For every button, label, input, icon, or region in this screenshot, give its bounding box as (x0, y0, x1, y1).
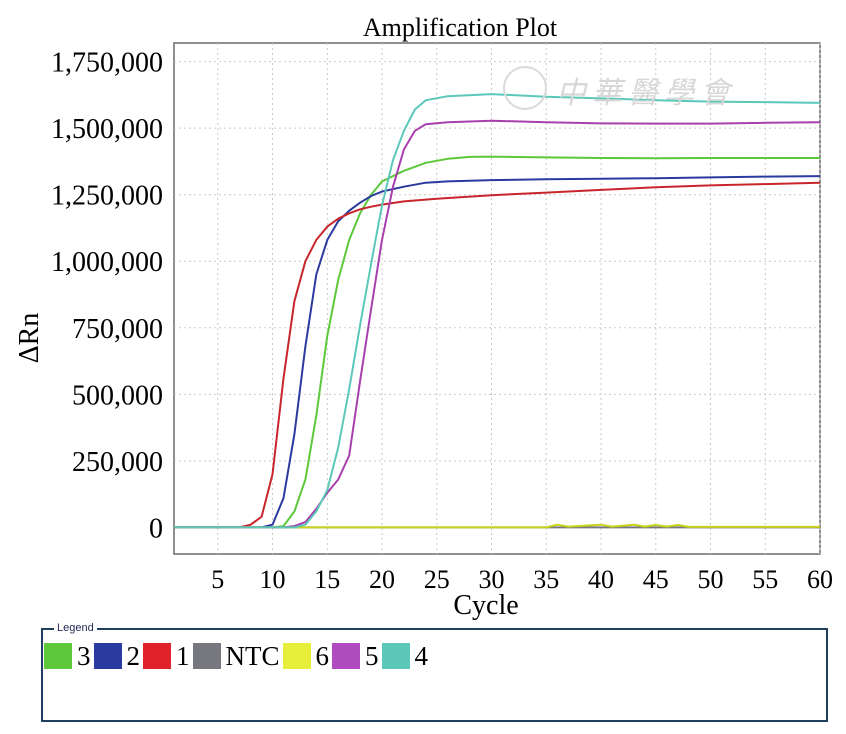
y-tick-labels: 0 250,000 500,000 750,000 1,000,000 1,250,000… (51, 48, 163, 545)
x-tick-label: 55 (752, 565, 778, 594)
series-line-3 (174, 155, 820, 529)
series-line-5 (174, 119, 821, 529)
legend-swatch (143, 643, 171, 669)
legend-swatch (93, 643, 122, 669)
legend-item-2: 2 (93, 641, 141, 671)
legend-label: 5 (365, 641, 379, 671)
x-tick-label: 50 (698, 565, 724, 594)
y-tick-label: 1,250,000 (51, 181, 163, 212)
y-tick-label: 250,000 (72, 447, 163, 478)
y-tick-label: 1,500,000 (51, 114, 163, 145)
chart-title: Amplification Plot (363, 13, 558, 42)
x-tick-label: 40 (588, 565, 614, 594)
y-axis-label: ΔRn (14, 313, 45, 364)
legend-swatch (192, 643, 221, 669)
x-axis-label: Cycle (453, 590, 518, 621)
watermark: 中華醫學會 (556, 76, 736, 111)
y-tick-label: 0 (149, 513, 163, 544)
legend-label: NTC (225, 641, 280, 671)
legend-box (41, 628, 828, 722)
x-tick-label: 45 (643, 565, 669, 594)
legend-item-ntc: NTC (192, 641, 280, 671)
x-tick-label: 10 (260, 565, 286, 594)
x-tick-labels: 5 10 15 20 25 30 35 40 45 50 55 60 (211, 565, 833, 594)
x-tick-label: 60 (807, 565, 833, 594)
legend-caption: Legend (54, 621, 97, 635)
plot-background (173, 42, 821, 555)
series-line-6 (174, 523, 820, 529)
legend-swatch (282, 643, 311, 669)
legend-item-5: 5 (332, 642, 379, 670)
legend-swatch (381, 643, 410, 669)
y-tick-label: 750,000 (72, 314, 163, 345)
x-tick-label: 30 (479, 565, 505, 594)
legend-label: 3 (77, 641, 91, 671)
legend-item-3: 3 (44, 642, 91, 670)
series-lines (174, 93, 821, 529)
y-tick-label: 1,750,000 (51, 48, 163, 79)
x-tick-label: 25 (424, 565, 450, 594)
y-tick-label: 500,000 (72, 380, 163, 411)
legend-label: 1 (176, 641, 190, 671)
legend-label: 2 (126, 641, 141, 671)
x-tick-label: 35 (533, 565, 559, 594)
series-line-2 (174, 175, 821, 529)
watermark-seal-icon (503, 66, 547, 110)
x-tick-label: 5 (211, 565, 224, 594)
x-tick-label: 20 (369, 565, 395, 594)
legend-swatch (44, 643, 72, 669)
legend-item-1: 1 (143, 642, 190, 670)
grid (174, 43, 821, 554)
legend-label: 6 (315, 641, 330, 671)
y-tick-label: 1,000,000 (51, 247, 163, 278)
series-line-4 (174, 93, 821, 529)
x-tick-label: 15 (314, 565, 340, 594)
legend-item-4: 4 (381, 641, 429, 671)
legend-swatch (332, 643, 360, 669)
legend-label: 4 (414, 641, 429, 671)
legend-item-6: 6 (282, 641, 330, 671)
legend-items: 3 2 1 NTC 6 5 4 (44, 642, 431, 670)
series-line-1 (174, 181, 821, 529)
